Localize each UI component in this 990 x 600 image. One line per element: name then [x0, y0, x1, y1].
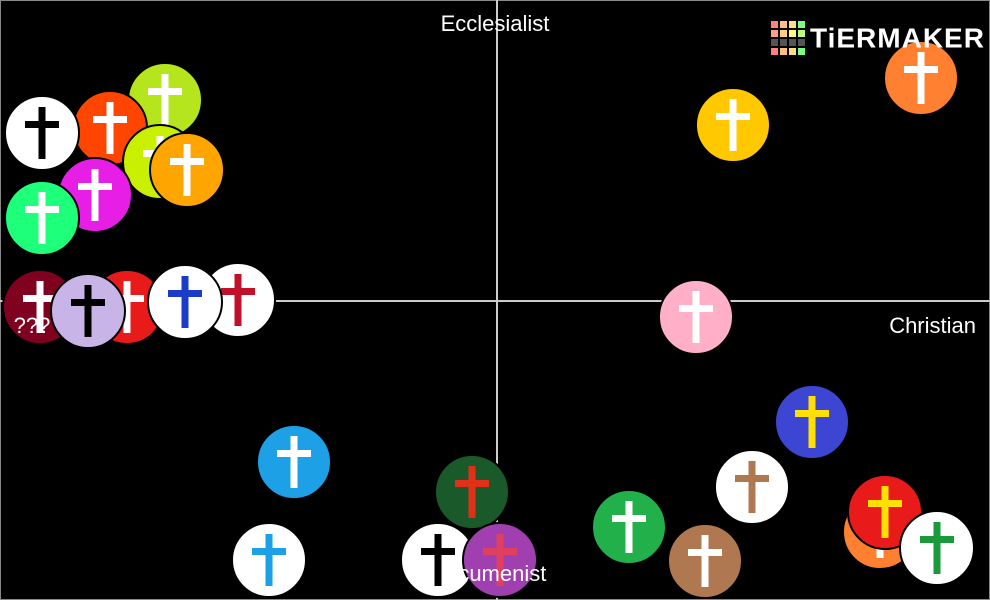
- logo-cell: [780, 48, 787, 55]
- cross-vertical: [84, 285, 92, 337]
- cross-horizontal: [612, 515, 646, 522]
- logo-cell: [798, 39, 805, 46]
- logo-grid: [771, 21, 805, 55]
- cross-vertical: [434, 534, 442, 586]
- cross-horizontal: [25, 206, 59, 213]
- item-icon: [591, 489, 667, 565]
- item-icon: [899, 510, 975, 586]
- cross-vertical: [265, 534, 273, 586]
- cross-horizontal: [25, 121, 59, 128]
- item-icon: [883, 40, 959, 116]
- item-icon: [147, 264, 223, 340]
- logo-text: TiERMAKER: [810, 22, 985, 53]
- item-icon: [462, 522, 538, 598]
- cross-vertical: [38, 107, 46, 159]
- cross-horizontal: [455, 480, 489, 487]
- cross-horizontal: [148, 88, 182, 95]
- item-icon: [658, 279, 734, 355]
- logo-cell: [771, 39, 778, 46]
- cross-vertical: [917, 52, 925, 104]
- cross-horizontal: [170, 158, 204, 165]
- cross-horizontal: [483, 548, 517, 555]
- cross-vertical: [692, 291, 700, 343]
- cross-vertical: [496, 534, 504, 586]
- logo-cell: [771, 21, 778, 28]
- cross-horizontal: [688, 549, 722, 556]
- cross-vertical: [38, 192, 46, 244]
- logo-cell: [771, 30, 778, 37]
- logo-cell: [789, 39, 796, 46]
- logo-cell: [780, 39, 787, 46]
- logo-cell: [780, 21, 787, 28]
- cross-horizontal: [679, 305, 713, 312]
- item-icon: [149, 132, 225, 208]
- cross-vertical: [290, 436, 298, 488]
- item-icon: [774, 384, 850, 460]
- cross-vertical: [161, 74, 169, 126]
- cross-horizontal: [920, 536, 954, 543]
- cross-horizontal: [221, 288, 255, 295]
- cross-vertical: [183, 144, 191, 196]
- axis-bottom-label: Ecumenist: [444, 561, 547, 586]
- logo-cell: [798, 48, 805, 55]
- cross-horizontal: [716, 113, 750, 120]
- axis-right-label: Christian: [889, 313, 976, 338]
- item-icon: [695, 87, 771, 163]
- cross-horizontal: [252, 548, 286, 555]
- logo-cell: [789, 30, 796, 37]
- cross-horizontal: [110, 295, 144, 302]
- item-icon: [4, 95, 80, 171]
- cross-vertical: [234, 274, 242, 326]
- cross-horizontal: [904, 66, 938, 73]
- cross-horizontal: [421, 548, 455, 555]
- cross-horizontal: [168, 290, 202, 297]
- cross-vertical: [123, 281, 131, 333]
- cross-vertical: [468, 466, 476, 518]
- cross-vertical: [933, 522, 941, 574]
- item-icon: [714, 449, 790, 525]
- logo: TiERMAKER: [771, 21, 985, 55]
- cross-vertical: [748, 461, 756, 513]
- logo-cell: [798, 30, 805, 37]
- logo-cell: [798, 21, 805, 28]
- cross-horizontal: [78, 183, 112, 190]
- logo-cell: [789, 21, 796, 28]
- item-icon: [4, 180, 80, 256]
- item-icon: [50, 273, 126, 349]
- cross-vertical: [106, 102, 114, 154]
- cross-horizontal: [71, 299, 105, 306]
- item-icon: [667, 523, 743, 599]
- item-icon: [434, 454, 510, 530]
- cross-horizontal: [868, 500, 902, 507]
- cross-vertical: [91, 169, 99, 221]
- cross-vertical: [625, 501, 633, 553]
- cross-vertical: [181, 276, 189, 328]
- items: [2, 40, 975, 599]
- cross-horizontal: [277, 450, 311, 457]
- cross-horizontal: [735, 475, 769, 482]
- item-icon: [231, 522, 307, 598]
- cross-vertical: [36, 281, 44, 333]
- cross-horizontal: [795, 410, 829, 417]
- cross-vertical: [729, 99, 737, 151]
- unknown-label: ???: [14, 313, 51, 338]
- cross-vertical: [701, 535, 709, 587]
- item-icon: [256, 424, 332, 500]
- cross-horizontal: [93, 116, 127, 123]
- cross-vertical: [808, 396, 816, 448]
- axis-top-label: Ecclesialist: [441, 11, 550, 36]
- logo-cell: [780, 30, 787, 37]
- logo-cell: [789, 48, 796, 55]
- cross-horizontal: [23, 295, 57, 302]
- cross-vertical: [881, 486, 889, 538]
- logo-cell: [771, 48, 778, 55]
